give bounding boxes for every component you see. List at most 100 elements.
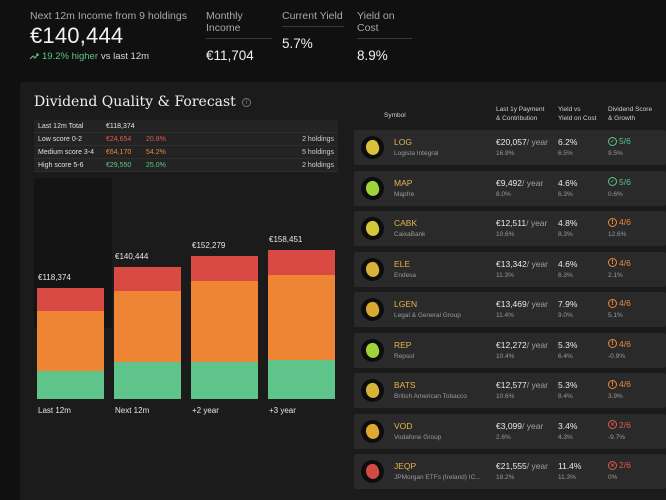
holding-row[interactable]: JEQP JPMorgan ETFs (Ireland) IC... €21,555… bbox=[354, 454, 666, 489]
score-value: 2/6 bbox=[619, 419, 631, 430]
company-logo bbox=[361, 379, 384, 402]
score-row: High score 5-6 €29,550 25.0% 2 holdings bbox=[34, 159, 338, 172]
bar-segment[interactable] bbox=[37, 311, 104, 372]
holding-score: ✓ 5/6 bbox=[608, 136, 631, 146]
score-label: Medium score 3-4 bbox=[38, 148, 95, 156]
bar-segment[interactable] bbox=[37, 288, 104, 312]
holding-row[interactable]: VOD Vodafone Group €3,099/ year 2.6% 3.4% 4.3… bbox=[354, 413, 666, 449]
company-logo bbox=[361, 419, 384, 443]
x-axis-label: +3 year bbox=[269, 406, 296, 415]
stat-value: 8.9% bbox=[357, 48, 388, 63]
score-holdings: 5 holdings bbox=[302, 148, 334, 156]
bar-segment[interactable] bbox=[114, 290, 181, 362]
bar-segment[interactable] bbox=[191, 256, 258, 281]
holding-payment: €3,099/ year bbox=[496, 421, 543, 431]
holding-score: ! 4/6 bbox=[608, 379, 631, 389]
header-payment[interactable]: Last 1y Payment & Contribution bbox=[496, 105, 544, 123]
holding-payment: €12,511/ year bbox=[496, 218, 547, 228]
holding-payment: €21,555/ year bbox=[496, 461, 548, 471]
holding-yield: 4.6% bbox=[558, 258, 578, 269]
hero-label: Next 12m Income from 9 holdings bbox=[30, 10, 187, 22]
summary-header: Next 12m Income from 9 holdings €140,444… bbox=[0, 0, 666, 82]
holding-row[interactable]: LOG Logista Integral €20,057/ year 16.9% 6.2… bbox=[354, 130, 666, 165]
bar-segment[interactable] bbox=[268, 250, 335, 276]
info-icon[interactable]: i bbox=[241, 97, 251, 107]
bar-segment[interactable] bbox=[114, 267, 181, 291]
header-symbol[interactable]: Symbol bbox=[384, 112, 406, 119]
header-payment-line1: Last 1y Payment bbox=[496, 106, 545, 113]
bar-total-label: €140,444 bbox=[115, 252, 149, 262]
holding-yield-on-cost: 9.0% bbox=[558, 312, 573, 319]
header-yield[interactable]: Yield vs Yield on Cost bbox=[558, 105, 596, 123]
bar-segment[interactable] bbox=[37, 371, 104, 399]
holding-yield: 4.8% bbox=[558, 218, 578, 228]
stat-current-yield: Current Yield 5.7% bbox=[282, 10, 344, 51]
holding-score: ! 4/6 bbox=[608, 339, 631, 349]
bar-total-label: €158,451 bbox=[269, 235, 303, 245]
holding-yield-on-cost: 6.3% bbox=[558, 190, 573, 198]
header-score-line2: & Growth bbox=[608, 115, 636, 122]
holding-row[interactable]: CABK CaixaBank €12,511/ year 10.6% 4.8% 8.3%!… bbox=[354, 211, 666, 246]
bar-segment[interactable] bbox=[114, 361, 181, 399]
score-value: 5/6 bbox=[619, 136, 631, 146]
logo-mark bbox=[363, 462, 382, 481]
payment-period: / year bbox=[522, 177, 544, 188]
holding-name: British American Tobacco bbox=[394, 393, 467, 400]
payment-period: / year bbox=[526, 461, 548, 471]
stat-monthly-income: Monthly Income €11,704 bbox=[206, 10, 272, 63]
holding-score: × 2/6 bbox=[608, 420, 631, 430]
holding-symbol: JEQP bbox=[394, 461, 417, 471]
score-row: Last 12m Total €118,374 bbox=[34, 120, 338, 133]
holding-row[interactable]: LGEN Legal & General Group €13,469/ year 11… bbox=[354, 292, 666, 327]
holding-yield: 4.6% bbox=[558, 177, 578, 188]
holding-growth: 3.9% bbox=[608, 393, 623, 400]
holding-symbol: LGEN bbox=[394, 299, 418, 309]
holding-name: Endesa bbox=[394, 271, 417, 279]
bar-segment[interactable] bbox=[191, 280, 258, 363]
bar-total-label: €118,374 bbox=[38, 273, 71, 283]
holding-yield: 6.2% bbox=[558, 137, 578, 147]
holding-contribution: 11.3% bbox=[496, 271, 514, 279]
header-score-line1: Dividend Score bbox=[608, 106, 653, 113]
payment-period: / year bbox=[526, 218, 548, 228]
holding-symbol: VOD bbox=[394, 420, 413, 431]
score-pct: 25.0% bbox=[146, 161, 166, 169]
holding-name: JPMorgan ETFs (Ireland) IC... bbox=[394, 474, 481, 481]
holding-yield: 3.4% bbox=[558, 420, 578, 431]
alert-circle-icon: ! bbox=[608, 298, 617, 308]
payment-value: €13,469 bbox=[496, 299, 527, 309]
score-value: 4/6 bbox=[619, 338, 631, 349]
header-yield-line1: Yield vs bbox=[558, 106, 581, 113]
payment-period: / year bbox=[526, 339, 548, 350]
bar-segment[interactable] bbox=[268, 360, 335, 399]
holding-growth: -9.7% bbox=[608, 433, 625, 441]
holding-payment: €20,057/ year bbox=[496, 137, 548, 147]
holding-score: ! 4/6 bbox=[608, 298, 631, 308]
bar-total-label: €152,279 bbox=[192, 241, 226, 251]
holding-contribution: 10.6% bbox=[496, 393, 515, 400]
bar-segment[interactable] bbox=[191, 362, 258, 399]
holding-row[interactable]: REP Repsol €12,272/ year 10.4% 5.3% 6.4%! 4/6-… bbox=[354, 332, 666, 368]
payment-value: €21,555 bbox=[496, 461, 527, 471]
holding-score: × 2/6 bbox=[608, 460, 631, 470]
holding-row[interactable]: MAP Mapfre €9,492/ year 8.0% 4.6% 6.3% ✓ 5/6 0.6… bbox=[354, 170, 666, 206]
header-payment-line2: & Contribution bbox=[496, 115, 538, 122]
holdings-table-header: Symbol Last 1y Payment & Contribution Yi… bbox=[356, 102, 666, 132]
payment-period: / year bbox=[522, 420, 544, 431]
bar-segment[interactable] bbox=[268, 275, 335, 361]
header-score[interactable]: Dividend Score & Growth bbox=[608, 105, 652, 123]
holding-yield: 11.4% bbox=[558, 461, 582, 471]
holding-growth: 9.5% bbox=[608, 150, 623, 157]
holding-row[interactable]: ELE Endesa €13,342/ year 11.3% 4.6% 6.3%! 4/6 2… bbox=[354, 251, 666, 287]
payment-period: / year bbox=[526, 380, 548, 390]
score-holdings: 2 holdings bbox=[302, 135, 334, 143]
logo-mark bbox=[363, 300, 382, 319]
logo-mark bbox=[363, 259, 382, 279]
score-value: 5/6 bbox=[619, 176, 631, 187]
holding-name: Vodafone Group bbox=[394, 433, 442, 441]
holding-yield-on-cost: 8.3% bbox=[558, 231, 573, 238]
holding-symbol: BATS bbox=[394, 380, 416, 390]
payment-period: / year bbox=[526, 258, 548, 269]
holding-row[interactable]: BATS British American Tobacco €12,577/ yea… bbox=[354, 373, 666, 408]
holding-yield-on-cost: 6.4% bbox=[558, 352, 573, 360]
